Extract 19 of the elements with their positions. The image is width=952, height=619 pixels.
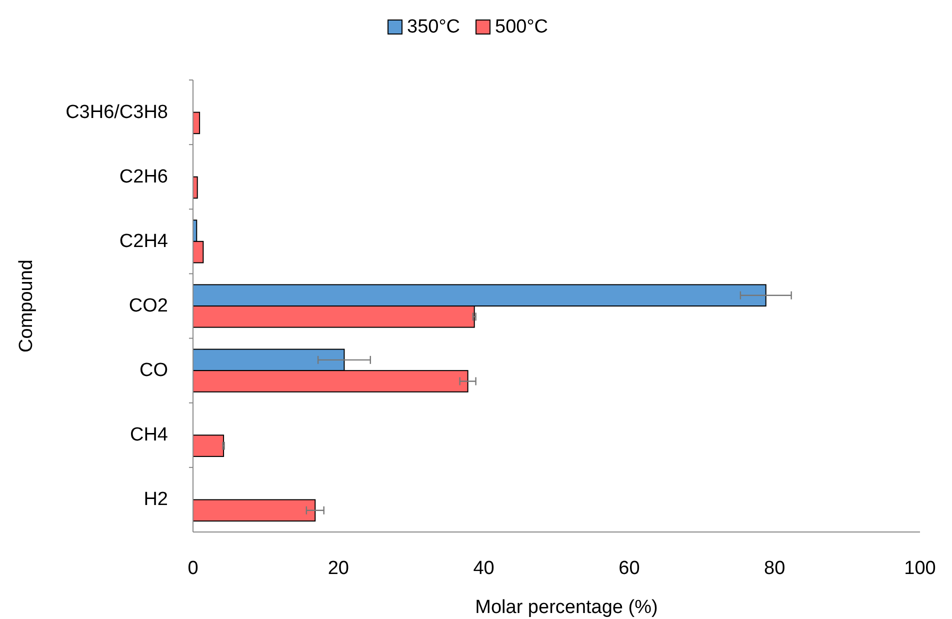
y-tick-label: C2H6 (119, 166, 168, 188)
legend-label: 350°C (407, 16, 460, 38)
bar (192, 499, 316, 522)
x-tick-label: 40 (473, 558, 494, 579)
y-tick-label: CO (140, 360, 168, 382)
x-tick-label: 20 (328, 558, 349, 579)
y-tick-label: C3H6/C3H8 (66, 102, 168, 123)
x-tick-label: 100 (904, 558, 936, 579)
bar (192, 434, 224, 457)
x-tick-label: 80 (764, 558, 786, 579)
y-tick-label: H2 (144, 489, 168, 510)
y-tick-label: C2H4 (119, 230, 168, 252)
x-axis-title: Molar percentage (%) (475, 597, 658, 618)
x-tick-label: 0 (188, 558, 198, 579)
x-tick-label: 60 (618, 558, 640, 579)
y-tick-label: CO2 (128, 296, 168, 316)
legend-label: 500°C (495, 16, 548, 38)
y-tick-label: CH4 (130, 424, 168, 446)
y-axis-title: Compound (16, 260, 37, 352)
